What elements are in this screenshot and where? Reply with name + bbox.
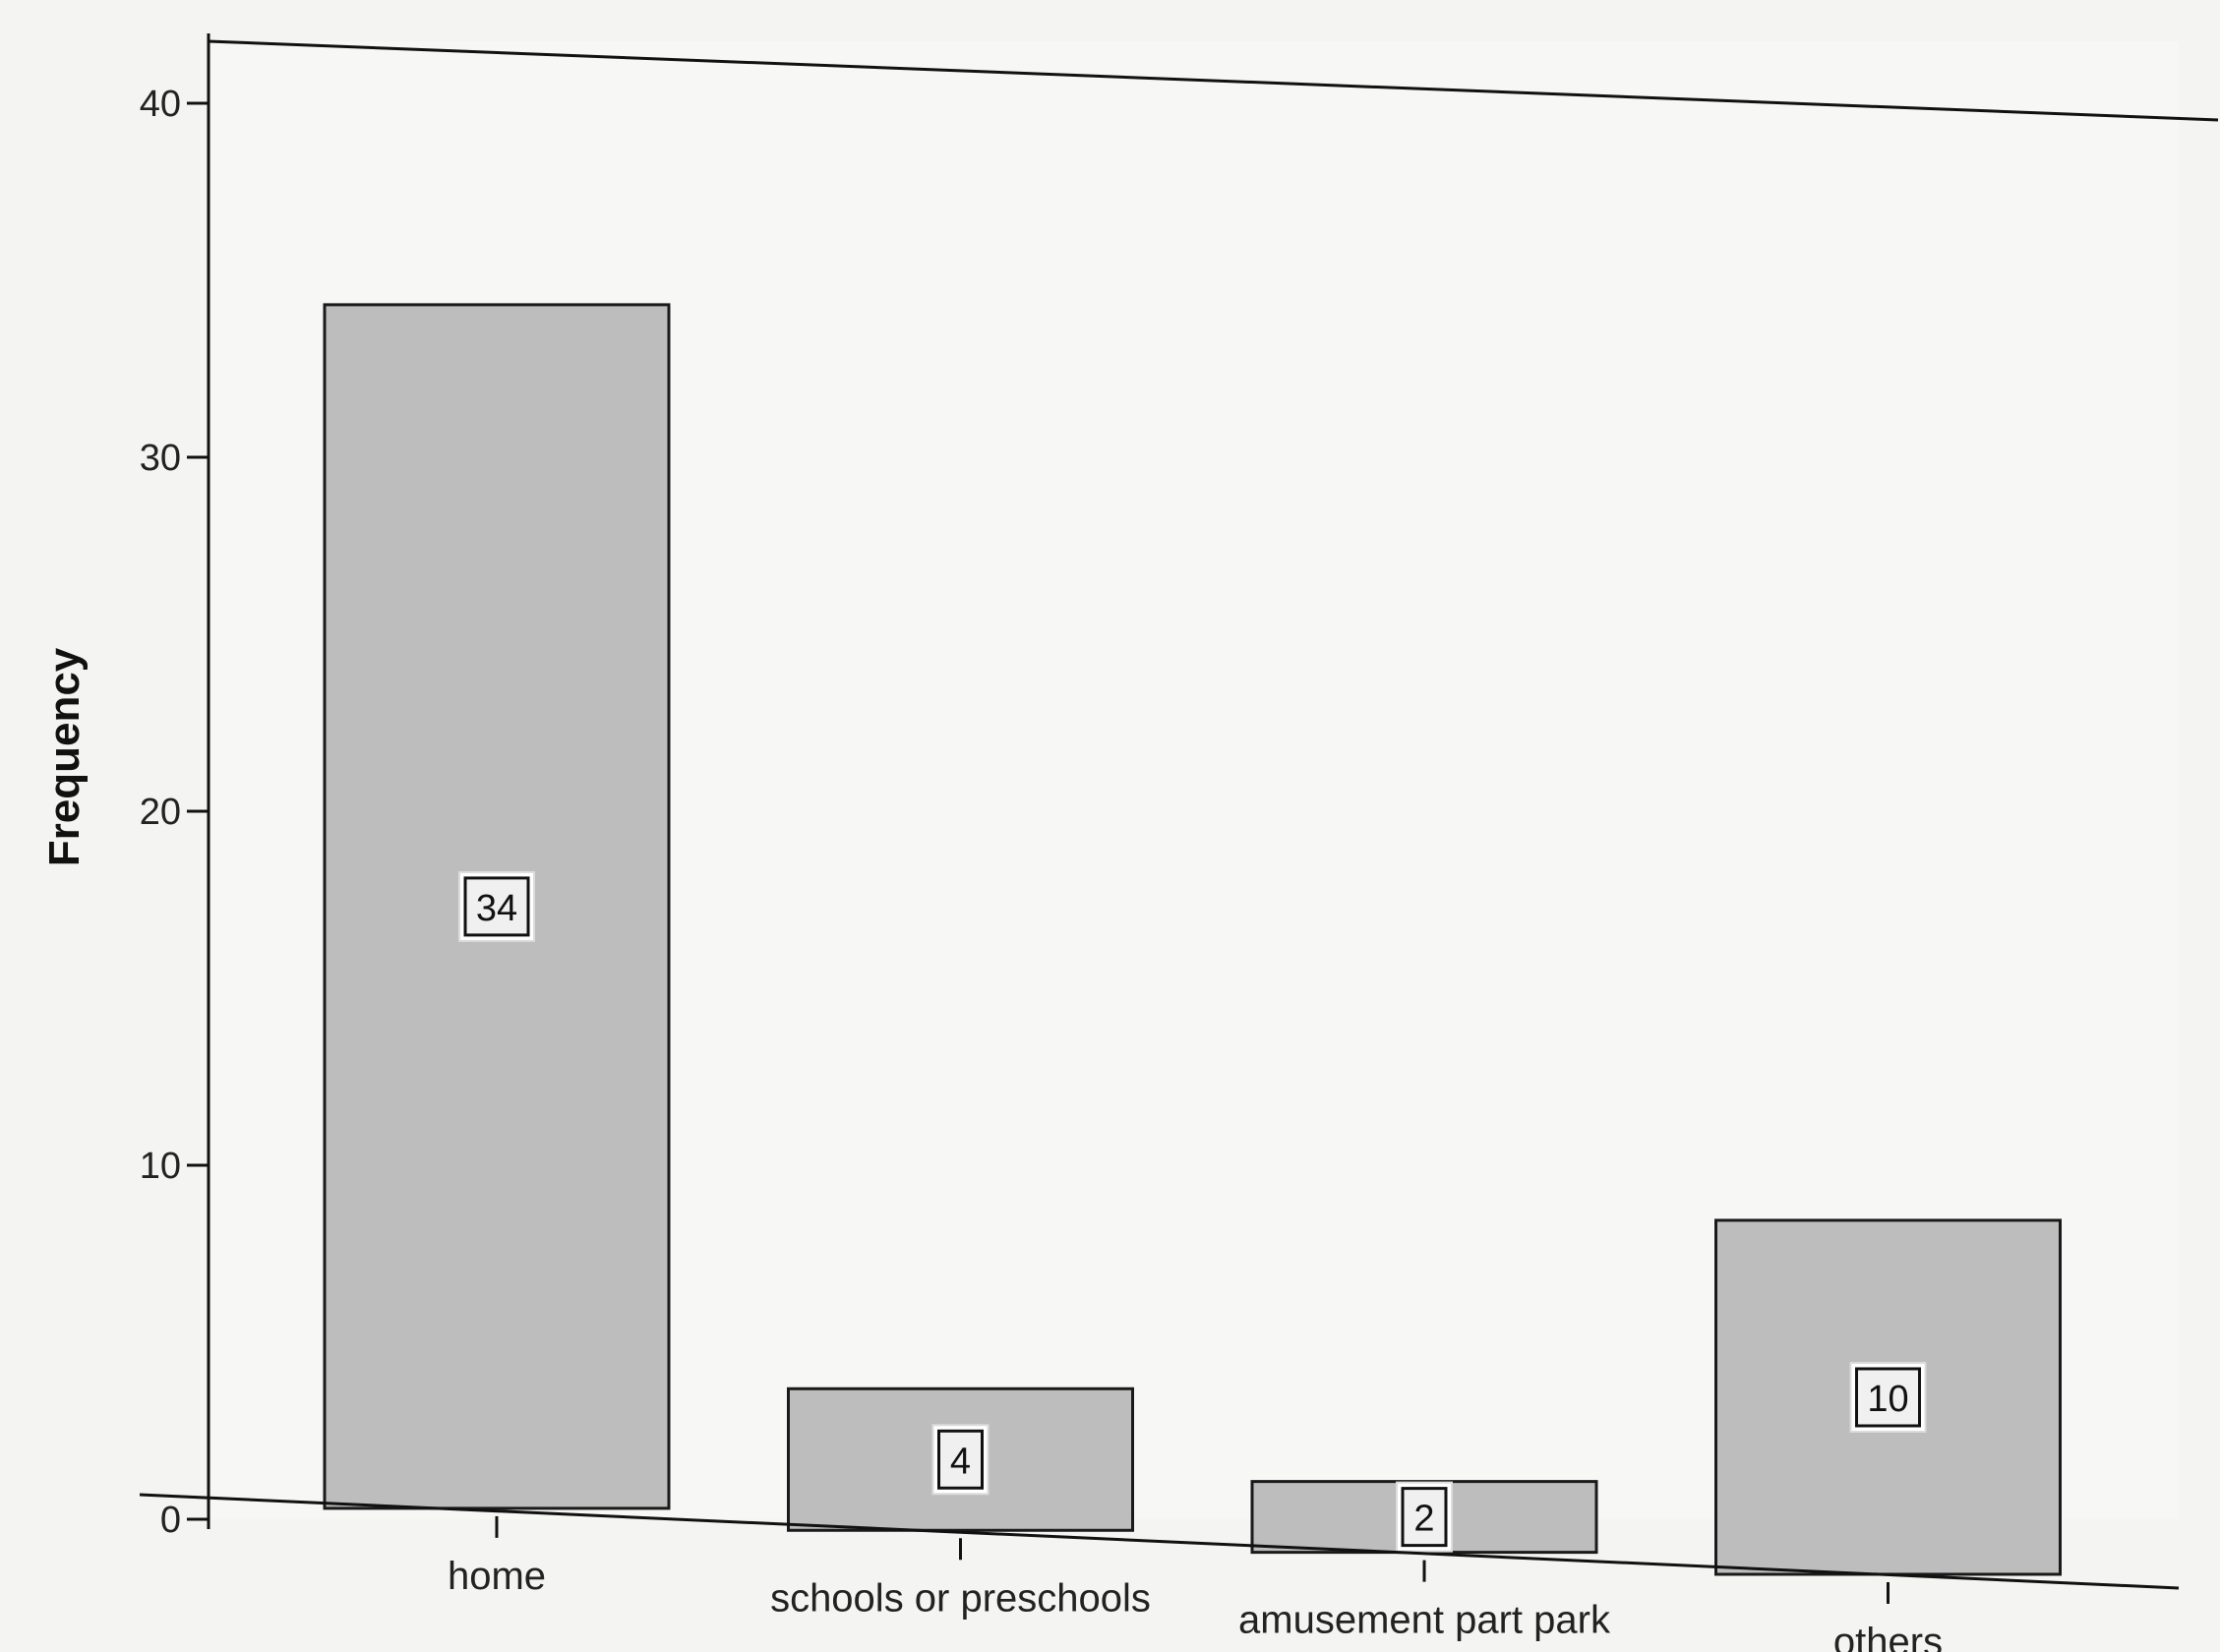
x-tick-label: home	[448, 1555, 546, 1598]
x-axis-line	[139, 1493, 2180, 1590]
x-tick-label: schools or preschools	[770, 1576, 1151, 1620]
bars: 34 4 2 10	[323, 303, 2062, 1576]
y-tick-label: 0	[160, 1500, 181, 1541]
x-tick-label: amusement part park	[1238, 1599, 1611, 1642]
data-label: 2	[1413, 1499, 1434, 1540]
y-axis-title: Frequency	[40, 647, 89, 866]
y-axis: 0 10 20 30 40	[140, 33, 2219, 1541]
data-label: 10	[1867, 1379, 1908, 1420]
x-tick-label: others	[1833, 1621, 1943, 1652]
plot-top-border	[208, 39, 2219, 122]
data-label-box	[1855, 1367, 1921, 1428]
y-tick-label: 10	[140, 1146, 181, 1187]
y-tick-label: 20	[140, 792, 181, 833]
data-label-box	[937, 1429, 984, 1490]
y-tick-label: 30	[140, 438, 181, 479]
data-label-box	[1401, 1487, 1448, 1548]
data-label-box	[463, 876, 530, 937]
data-label: 4	[950, 1441, 971, 1482]
data-label: 34	[476, 888, 517, 929]
y-tick-label: 40	[140, 84, 181, 125]
x-axis: home schools or preschools amusement part …	[139, 1493, 2180, 1652]
